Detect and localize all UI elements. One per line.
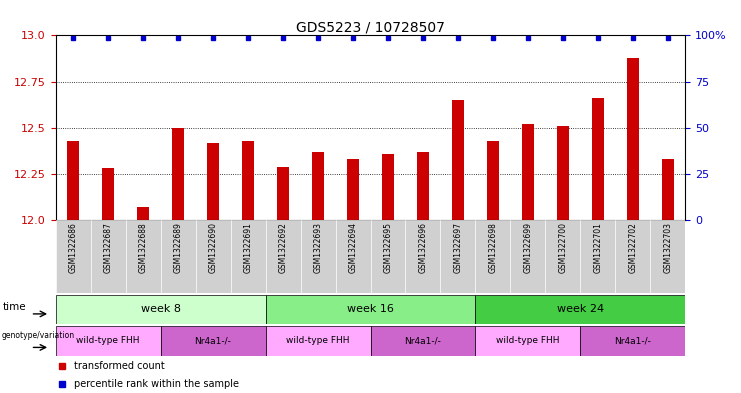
Text: GSM1322690: GSM1322690 bbox=[208, 222, 218, 273]
Bar bbox=[161, 326, 265, 356]
Bar bbox=[56, 295, 265, 324]
Text: GSM1322687: GSM1322687 bbox=[104, 222, 113, 273]
Bar bbox=[417, 152, 429, 220]
Text: GSM1322688: GSM1322688 bbox=[139, 222, 147, 273]
Text: Nr4a1-/-: Nr4a1-/- bbox=[195, 336, 231, 345]
Bar bbox=[90, 220, 125, 293]
Bar bbox=[616, 220, 651, 293]
Bar bbox=[662, 159, 674, 220]
Bar bbox=[452, 100, 464, 220]
Bar bbox=[172, 128, 185, 220]
Text: Nr4a1-/-: Nr4a1-/- bbox=[614, 336, 651, 345]
Bar bbox=[382, 154, 394, 220]
Text: GSM1322702: GSM1322702 bbox=[628, 222, 637, 273]
Bar bbox=[102, 168, 114, 220]
Bar bbox=[556, 126, 569, 220]
Text: GSM1322697: GSM1322697 bbox=[453, 222, 462, 273]
Text: wild-type FHH: wild-type FHH bbox=[286, 336, 350, 345]
Text: week 24: week 24 bbox=[557, 305, 604, 314]
Bar bbox=[440, 220, 476, 293]
Bar bbox=[545, 220, 580, 293]
Bar bbox=[312, 152, 324, 220]
Text: GSM1322693: GSM1322693 bbox=[313, 222, 322, 273]
Text: GSM1322689: GSM1322689 bbox=[173, 222, 182, 273]
Bar bbox=[67, 141, 79, 220]
Text: wild-type FHH: wild-type FHH bbox=[496, 336, 559, 345]
Text: GSM1322694: GSM1322694 bbox=[348, 222, 357, 273]
Bar bbox=[347, 159, 359, 220]
Text: genotype/variation: genotype/variation bbox=[1, 331, 75, 340]
Bar bbox=[265, 326, 370, 356]
Bar bbox=[56, 220, 90, 293]
Text: transformed count: transformed count bbox=[74, 361, 165, 371]
Text: week 16: week 16 bbox=[347, 305, 394, 314]
Bar bbox=[137, 207, 149, 220]
Text: percentile rank within the sample: percentile rank within the sample bbox=[74, 379, 239, 389]
Bar bbox=[301, 220, 336, 293]
Bar bbox=[476, 295, 685, 324]
Bar bbox=[161, 220, 196, 293]
Bar bbox=[476, 220, 511, 293]
Text: GSM1322700: GSM1322700 bbox=[559, 222, 568, 273]
Bar bbox=[511, 220, 545, 293]
Text: GSM1322701: GSM1322701 bbox=[594, 222, 602, 273]
Text: GSM1322695: GSM1322695 bbox=[384, 222, 393, 273]
Bar bbox=[522, 124, 534, 220]
Bar bbox=[277, 167, 289, 220]
Bar bbox=[265, 295, 476, 324]
Bar bbox=[405, 220, 440, 293]
Text: time: time bbox=[3, 301, 27, 312]
Bar bbox=[370, 326, 476, 356]
Bar bbox=[56, 326, 161, 356]
Bar bbox=[336, 220, 370, 293]
Text: GSM1322692: GSM1322692 bbox=[279, 222, 288, 273]
Bar bbox=[125, 220, 161, 293]
Bar bbox=[207, 143, 219, 220]
Bar bbox=[370, 220, 405, 293]
Text: Nr4a1-/-: Nr4a1-/- bbox=[405, 336, 442, 345]
Text: GSM1322686: GSM1322686 bbox=[69, 222, 78, 273]
Bar bbox=[580, 220, 616, 293]
Text: GSM1322703: GSM1322703 bbox=[663, 222, 672, 273]
Text: GSM1322691: GSM1322691 bbox=[244, 222, 253, 273]
Bar bbox=[196, 220, 230, 293]
Bar bbox=[592, 98, 604, 220]
Title: GDS5223 / 10728507: GDS5223 / 10728507 bbox=[296, 20, 445, 34]
Text: wild-type FHH: wild-type FHH bbox=[76, 336, 140, 345]
Text: GSM1322696: GSM1322696 bbox=[419, 222, 428, 273]
Text: GSM1322698: GSM1322698 bbox=[488, 222, 497, 273]
Bar bbox=[265, 220, 301, 293]
Text: GSM1322699: GSM1322699 bbox=[523, 222, 533, 273]
Bar bbox=[580, 326, 685, 356]
Text: week 8: week 8 bbox=[141, 305, 181, 314]
Bar bbox=[651, 220, 685, 293]
Bar bbox=[230, 220, 265, 293]
Bar bbox=[487, 141, 499, 220]
Bar bbox=[476, 326, 580, 356]
Bar bbox=[627, 57, 639, 220]
Bar bbox=[242, 141, 254, 220]
